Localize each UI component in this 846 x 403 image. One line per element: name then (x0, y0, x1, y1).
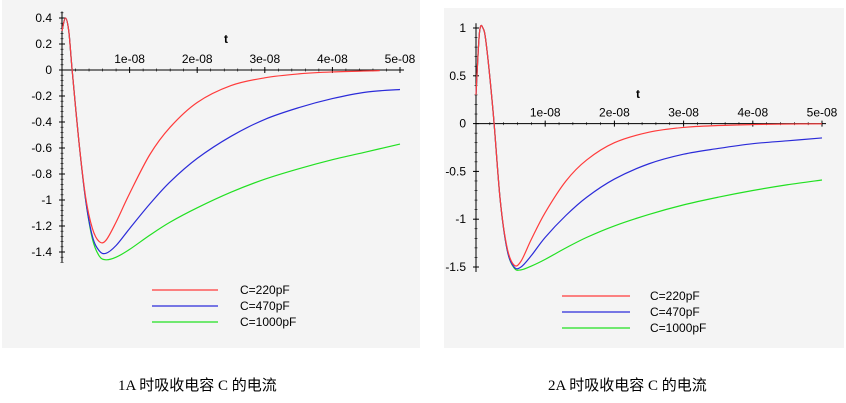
x-tick-label: 2e-08 (182, 52, 213, 66)
y-tick-label: -0.8 (31, 167, 52, 181)
right-chart-background (444, 8, 844, 348)
y-tick-label: 1 (459, 21, 466, 35)
y-tick-label: -0.5 (445, 164, 466, 178)
y-tick-label: -1.4 (31, 245, 52, 259)
y-tick-label: 0 (459, 117, 466, 131)
y-tick-label: 0.4 (35, 11, 52, 25)
x-tick-label: 3e-08 (249, 52, 280, 66)
legend-label: C=1000pF (240, 315, 296, 329)
series-line-c470pf (61, 17, 401, 255)
legend-label: C=1000pF (650, 321, 706, 335)
x-tick-label: 5e-08 (807, 106, 838, 120)
y-tick-label: -0.4 (31, 115, 52, 129)
chart-1a-current: 1e-08 2e-08 3e-08 4e-08 5e-08 0.4 0.2 0 -0.2 -0.4… (31, 11, 415, 329)
legend-label: C=470pF (650, 305, 700, 319)
x-tick-label: 5e-08 (385, 52, 416, 66)
y-tick-label: 0 (45, 63, 52, 77)
caption-right: 2A 时吸收电容 C 的电流 (548, 378, 707, 394)
y-tick-label: -1.2 (31, 219, 52, 233)
x-tick-label: 3e-08 (668, 106, 699, 120)
caption-left: 1A 时吸收电容 C 的电流 (118, 378, 277, 394)
y-tick-label: 0.2 (35, 37, 52, 51)
x-tick-label: 2e-08 (599, 106, 630, 120)
legend-label: C=220pF (650, 289, 700, 303)
y-tick-label: -1.5 (445, 260, 466, 274)
x-tick-label: 4e-08 (317, 52, 348, 66)
series-line-c470pf (475, 24, 823, 270)
series-line-c220pf (475, 24, 823, 267)
legend-label: C=470pF (240, 299, 290, 313)
x-tick-label: 1e-08 (114, 52, 145, 66)
x-axis-title: t (224, 32, 228, 46)
y-tick-label: 0.5 (449, 69, 466, 83)
series-line-c220pf (61, 17, 380, 244)
y-tick-label: -0.6 (31, 141, 52, 155)
x-axis-title: t (636, 87, 640, 101)
legend-label: C=220pF (240, 283, 290, 297)
chart-2a-current: 1e-08 2e-08 3e-08 4e-08 5e-08 1 0.5 0 -0.5 -1 -1.5… (445, 21, 837, 335)
y-tick-label: -1 (455, 212, 466, 226)
y-tick-label: -0.2 (31, 89, 52, 103)
series-line-c1000pf (475, 24, 823, 271)
y-tick-label: -1 (41, 193, 52, 207)
x-tick-label: 1e-08 (530, 106, 561, 120)
x-tick-label: 4e-08 (737, 106, 768, 120)
series-line-c1000pf (61, 17, 401, 261)
